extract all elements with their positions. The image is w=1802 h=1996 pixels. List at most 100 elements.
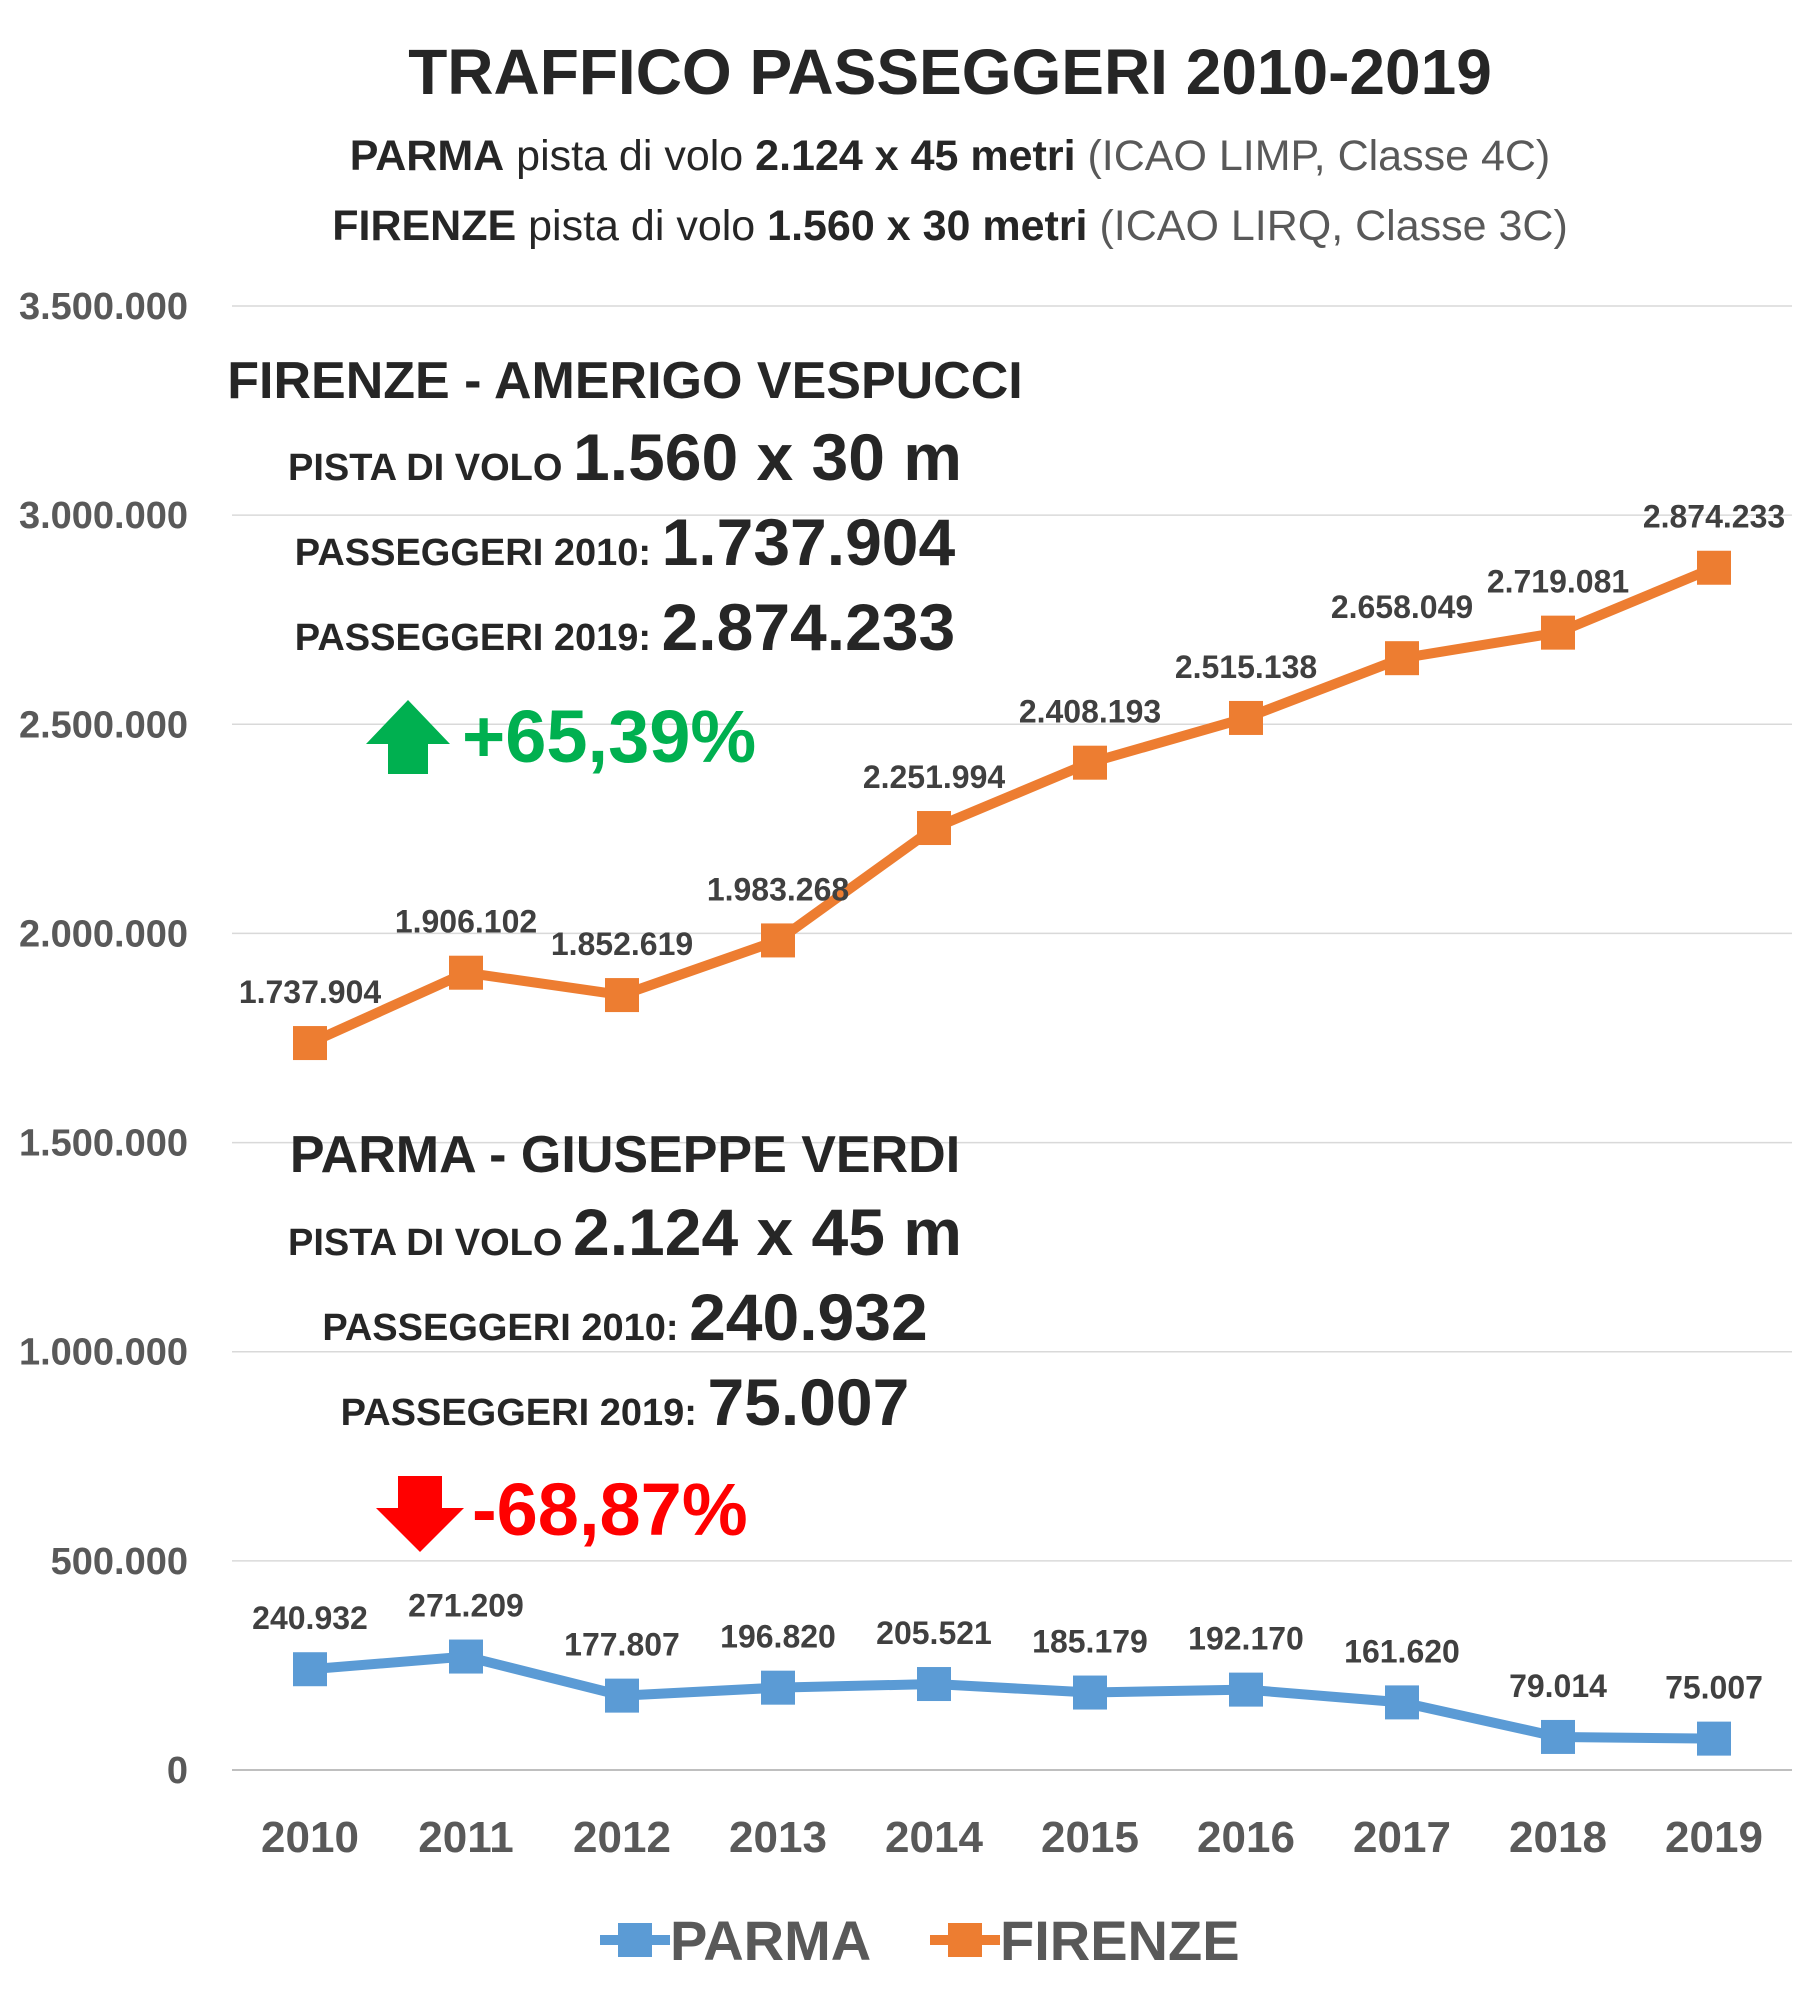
y-tick-label: 2.500.000 xyxy=(19,704,188,746)
parma-runway-line: PISTA DI VOLO 2.124 x 45 m xyxy=(288,1195,962,1269)
x-tick-label: 2011 xyxy=(418,1813,513,1862)
parma-2019-line: PASSEGGERI 2019: 75.007 xyxy=(341,1365,910,1439)
subtitle-parma-runway: 2.124 x 45 metri xyxy=(755,132,1075,180)
parma-marker xyxy=(761,1670,795,1705)
x-tick-label: 2015 xyxy=(1041,1813,1139,1862)
x-tick-label: 2012 xyxy=(573,1813,671,1862)
firenze-runway-label: PISTA DI VOLO xyxy=(288,447,573,489)
parma-marker xyxy=(1385,1685,1419,1720)
subtitle-firenze-text: pista di volo xyxy=(516,202,767,250)
parma-data-label: 177.807 xyxy=(564,1627,680,1663)
firenze-series-line xyxy=(307,563,1716,1048)
y-tick-label: 3.000.000 xyxy=(19,495,188,537)
parma-data-label: 192.170 xyxy=(1188,1621,1304,1657)
parma-series-line xyxy=(309,1651,1715,1744)
parma-2010-value: 240.932 xyxy=(689,1280,928,1354)
parma-data-label: 79.014 xyxy=(1509,1668,1607,1704)
firenze-2010-line: PASSEGGERI 2010: 1.737.904 xyxy=(295,505,956,579)
parma-runway-label: PISTA DI VOLO xyxy=(288,1222,573,1264)
subtitle-parma-name: PARMA xyxy=(350,132,504,180)
x-axis: 2010 2011 2012 2013 2014 2015 2016 2017 2018 2019 xyxy=(261,1813,1763,1862)
down-arrow-icon xyxy=(376,1476,464,1552)
chart-title: TRAFFICO PASSEGGERI 2010-2019 xyxy=(408,36,1492,108)
firenze-marker xyxy=(761,923,795,958)
firenze-heading: FIRENZE - AMERIGO VESPUCCI xyxy=(227,352,1022,410)
firenze-marker xyxy=(1697,550,1731,585)
parma-data-label: 196.820 xyxy=(720,1619,836,1655)
firenze-marker xyxy=(449,955,483,990)
subtitle-line-firenze: FIRENZE pista di volo 1.560 x 30 metri (… xyxy=(332,202,1568,250)
firenze-data-label: 2.658.049 xyxy=(1331,589,1473,625)
subtitle-firenze-name: FIRENZE xyxy=(332,202,516,250)
y-axis: 0 500.000 1.000.000 1.500.000 2.000.000 2.500… xyxy=(19,286,188,1792)
parma-marker xyxy=(293,1652,327,1687)
parma-marker xyxy=(449,1639,483,1674)
x-tick-label: 2018 xyxy=(1509,1813,1607,1862)
parma-heading: PARMA - GIUSEPPE VERDI xyxy=(290,1126,960,1184)
legend: PARMA FIRENZE xyxy=(600,1909,1240,1972)
grid-lines xyxy=(232,305,1792,1771)
parma-marker xyxy=(1541,1719,1575,1754)
firenze-2019-value: 2.874.233 xyxy=(662,590,956,664)
y-tick-label: 1.500.000 xyxy=(19,1123,188,1165)
firenze-marker xyxy=(605,978,639,1013)
parma-data-label: 161.620 xyxy=(1344,1633,1460,1669)
parma-marker xyxy=(605,1678,639,1713)
firenze-runway-line: PISTA DI VOLO 1.560 x 30 m xyxy=(288,420,962,494)
firenze-data-label: 2.719.081 xyxy=(1487,564,1629,600)
y-tick-label: 500.000 xyxy=(51,1541,188,1583)
up-arrow-icon xyxy=(366,700,450,774)
y-tick-label: 0 xyxy=(167,1750,188,1792)
firenze-runway-value: 1.560 x 30 m xyxy=(573,420,962,494)
firenze-marker xyxy=(1073,745,1107,780)
parma-legend-label: PARMA xyxy=(670,1909,871,1972)
firenze-data-label: 1.852.619 xyxy=(551,926,693,962)
parma-legend-marker xyxy=(618,1923,652,1957)
x-tick-label: 2010 xyxy=(261,1813,359,1862)
parma-change: -68,87% xyxy=(472,1468,748,1551)
x-tick-label: 2017 xyxy=(1353,1813,1451,1862)
firenze-data-label: 1.906.102 xyxy=(395,904,537,940)
firenze-data-label: 2.515.138 xyxy=(1175,649,1317,685)
firenze-legend-marker xyxy=(948,1923,982,1957)
firenze-marker xyxy=(1541,615,1575,650)
data-labels: 240.932 271.209 177.807 196.820 205.521 185.1… xyxy=(239,499,1785,1706)
parma-marker xyxy=(917,1667,951,1702)
firenze-2010-label: PASSEGGERI 2010: xyxy=(295,532,662,574)
firenze-marker xyxy=(917,811,951,846)
x-tick-label: 2014 xyxy=(885,1813,983,1862)
y-tick-label: 3.500.000 xyxy=(19,286,188,328)
x-tick-label: 2013 xyxy=(729,1813,827,1862)
parma-marker xyxy=(1073,1675,1107,1710)
subtitle-firenze-icao: (ICAO LIRQ, Classe 3C) xyxy=(1088,202,1568,250)
parma-data-label: 271.209 xyxy=(408,1588,524,1624)
x-tick-label: 2019 xyxy=(1665,1813,1763,1862)
parma-runway-value: 2.124 x 45 m xyxy=(573,1195,962,1269)
firenze-data-label: 1.983.268 xyxy=(707,871,849,907)
parma-2010-label: PASSEGGERI 2010: xyxy=(322,1307,689,1349)
parma-marker xyxy=(1229,1672,1263,1707)
firenze-marker xyxy=(1229,700,1263,735)
firenze-data-label: 2.874.233 xyxy=(1643,499,1785,535)
subtitle-line-parma: PARMA pista di volo 2.124 x 45 metri (IC… xyxy=(350,132,1551,180)
parma-2010-line: PASSEGGERI 2010: 240.932 xyxy=(322,1280,927,1354)
firenze-annotation: FIRENZE - AMERIGO VESPUCCI PISTA DI VOLO… xyxy=(227,352,1022,778)
subtitle-parma-text: pista di volo xyxy=(504,132,755,180)
parma-2019-label: PASSEGGERI 2019: xyxy=(341,1392,708,1434)
firenze-data-label: 2.251.994 xyxy=(863,759,1006,795)
firenze-2019-label: PASSEGGERI 2019: xyxy=(295,617,662,659)
y-tick-label: 2.000.000 xyxy=(19,913,188,955)
firenze-data-label: 1.737.904 xyxy=(239,974,382,1010)
parma-data-label: 240.932 xyxy=(252,1600,368,1636)
firenze-change: +65,39% xyxy=(462,695,756,778)
firenze-2010-value: 1.737.904 xyxy=(662,505,956,579)
firenze-legend-label: FIRENZE xyxy=(1000,1909,1240,1972)
parma-2019-value: 75.007 xyxy=(707,1365,909,1439)
parma-data-label: 185.179 xyxy=(1032,1624,1148,1660)
parma-data-label: 75.007 xyxy=(1665,1670,1763,1706)
subtitle-firenze-runway: 1.560 x 30 metri xyxy=(767,202,1087,250)
x-tick-label: 2016 xyxy=(1197,1813,1295,1862)
parma-data-label: 205.521 xyxy=(876,1615,992,1651)
y-tick-label: 1.000.000 xyxy=(19,1332,188,1374)
